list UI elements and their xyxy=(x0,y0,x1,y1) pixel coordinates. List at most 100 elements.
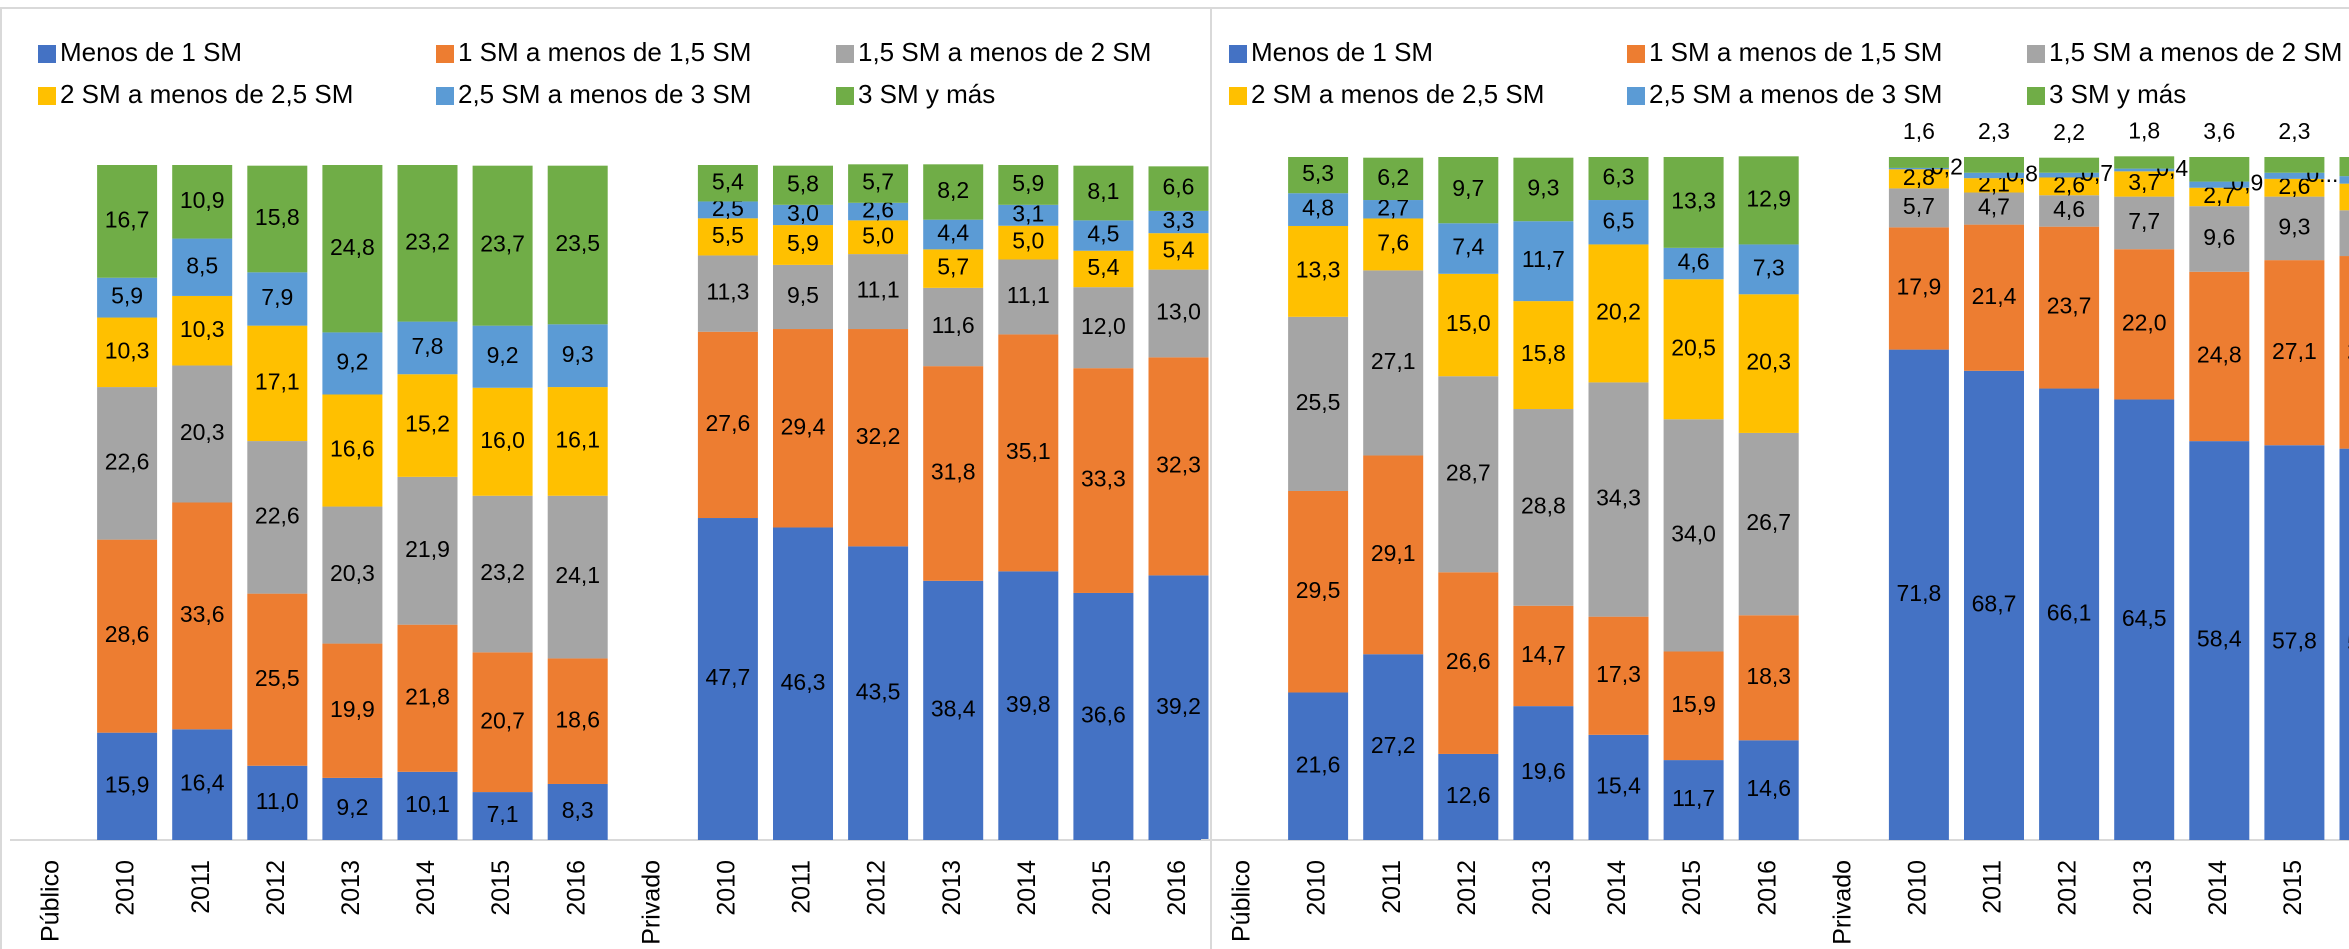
bar-segment xyxy=(1738,615,1799,741)
data-label: 21,6 xyxy=(1296,751,1341,777)
data-label: 11,7 xyxy=(1522,246,1565,272)
bar-segment xyxy=(1964,172,2024,179)
data-label: 5,9 xyxy=(111,283,143,309)
x-tick-label: 2014 xyxy=(412,860,440,916)
data-label: 9,3 xyxy=(562,341,594,367)
data-label: 5,5 xyxy=(712,222,744,248)
data-label: 16,7 xyxy=(105,206,150,232)
bar-segment xyxy=(1363,218,1424,271)
bar-segment xyxy=(1663,419,1724,652)
data-label: 12,9 xyxy=(1746,185,1791,211)
bar-segment xyxy=(472,652,533,793)
panel-border xyxy=(1210,7,2349,949)
data-label: 64,5 xyxy=(2122,605,2167,631)
data-label: 11,1 xyxy=(1007,282,1050,308)
data-label: 24,8 xyxy=(330,234,375,260)
bar-segment xyxy=(97,732,158,840)
data-label: 8,2 xyxy=(937,177,969,203)
bar-segment xyxy=(1588,734,1649,840)
data-label: 8,5 xyxy=(186,252,218,278)
bar-segment xyxy=(2114,171,2175,197)
bar-segment xyxy=(1663,651,1724,761)
data-label: 39,8 xyxy=(1006,691,1051,717)
data-label: 5,0 xyxy=(862,222,894,248)
bar-segment xyxy=(1588,200,1649,245)
bar-segment xyxy=(397,321,458,375)
data-label: 5,0 xyxy=(1012,228,1044,254)
data-label: 71,8 xyxy=(1897,580,1942,606)
bar-segment xyxy=(1438,376,1499,573)
data-label: 28,6 xyxy=(105,621,150,647)
bar-segment xyxy=(97,539,158,733)
bar-segment xyxy=(1438,572,1499,754)
bar-segment xyxy=(848,164,909,203)
bar-segment xyxy=(923,249,984,288)
bar-segment xyxy=(1288,193,1349,226)
x-tick-label: 2011 xyxy=(187,860,215,914)
data-label: 4,8 xyxy=(1302,195,1334,221)
bar-segment xyxy=(848,220,909,255)
data-label: 14,6 xyxy=(1746,775,1791,801)
bar-segment xyxy=(1148,210,1209,234)
bar-segment xyxy=(2339,256,2349,449)
bar-segment xyxy=(1438,157,1499,224)
x-tick-label: 2011 xyxy=(1979,860,2007,914)
data-label: 2,3 xyxy=(2278,118,2310,144)
bar-segment xyxy=(1513,157,1574,222)
data-label: 4,5 xyxy=(1087,221,1119,247)
x-tick-label: 2012 xyxy=(2054,860,2082,916)
bar-segment xyxy=(1513,706,1574,840)
legend-label: 1,5 SM a menos de 2 SM xyxy=(858,37,1151,67)
data-label: 25,5 xyxy=(1296,389,1341,415)
bar-segment xyxy=(697,518,758,840)
x-tick-label: 2012 xyxy=(262,860,290,916)
bar-segment xyxy=(472,165,533,326)
bar-segment xyxy=(397,771,458,840)
data-label: 19,6 xyxy=(1521,758,1566,784)
data-label: 28,8 xyxy=(1521,492,1566,518)
data-label: 57,8 xyxy=(2272,628,2317,654)
bar-segment xyxy=(1663,157,1724,248)
bar-segment xyxy=(1588,157,1649,201)
bar-segment xyxy=(2339,183,2349,211)
data-label: 5,7 xyxy=(937,254,969,280)
data-label: 34,0 xyxy=(1671,520,1716,546)
data-label: 26,7 xyxy=(1746,509,1791,535)
data-label: 5,4 xyxy=(1087,254,1119,280)
x-tick-label: 2016 xyxy=(1163,860,1191,916)
x-tick-label: 2011 xyxy=(1378,860,1406,914)
bar-segment xyxy=(547,495,608,659)
bar-segment xyxy=(322,777,383,840)
data-label: 4,6 xyxy=(2053,196,2085,222)
data-label: 24,8 xyxy=(2197,342,2242,368)
bar-segment xyxy=(848,202,909,221)
bar-segment xyxy=(247,272,308,326)
x-tick-label: 2010 xyxy=(713,860,741,916)
data-label: 13,0 xyxy=(1156,299,1201,325)
data-label: 15,9 xyxy=(1671,691,1716,717)
x-tick-label: 2012 xyxy=(1453,860,1481,916)
data-label: 15,8 xyxy=(1521,340,1566,366)
bar-segment xyxy=(2339,176,2349,184)
x-tick-label: 2013 xyxy=(2129,860,2157,916)
data-label: 29,5 xyxy=(1296,577,1341,603)
data-label: 6,3 xyxy=(1603,164,1635,190)
data-label: 6,5 xyxy=(1603,207,1635,233)
data-label: 5,7 xyxy=(862,169,894,195)
x-tick-label: 2010 xyxy=(1303,860,1331,916)
legend-label: 3 SM y más xyxy=(2049,79,2186,109)
bar-segment xyxy=(1288,692,1349,840)
data-label: 2,3 xyxy=(1978,118,2010,144)
data-label: 3,7 xyxy=(2128,169,2160,195)
legend-swatch xyxy=(1229,45,1247,63)
bar-segment xyxy=(2114,399,2175,840)
legend-label: Menos de 1 SM xyxy=(60,37,242,67)
data-label: 19,9 xyxy=(330,696,375,722)
x-tick-label: 2014 xyxy=(1603,860,1631,916)
bar-segment xyxy=(2264,196,2325,261)
data-label: 15,9 xyxy=(105,771,150,797)
bar-segment xyxy=(773,329,833,528)
data-label: 20,5 xyxy=(1671,334,1716,360)
